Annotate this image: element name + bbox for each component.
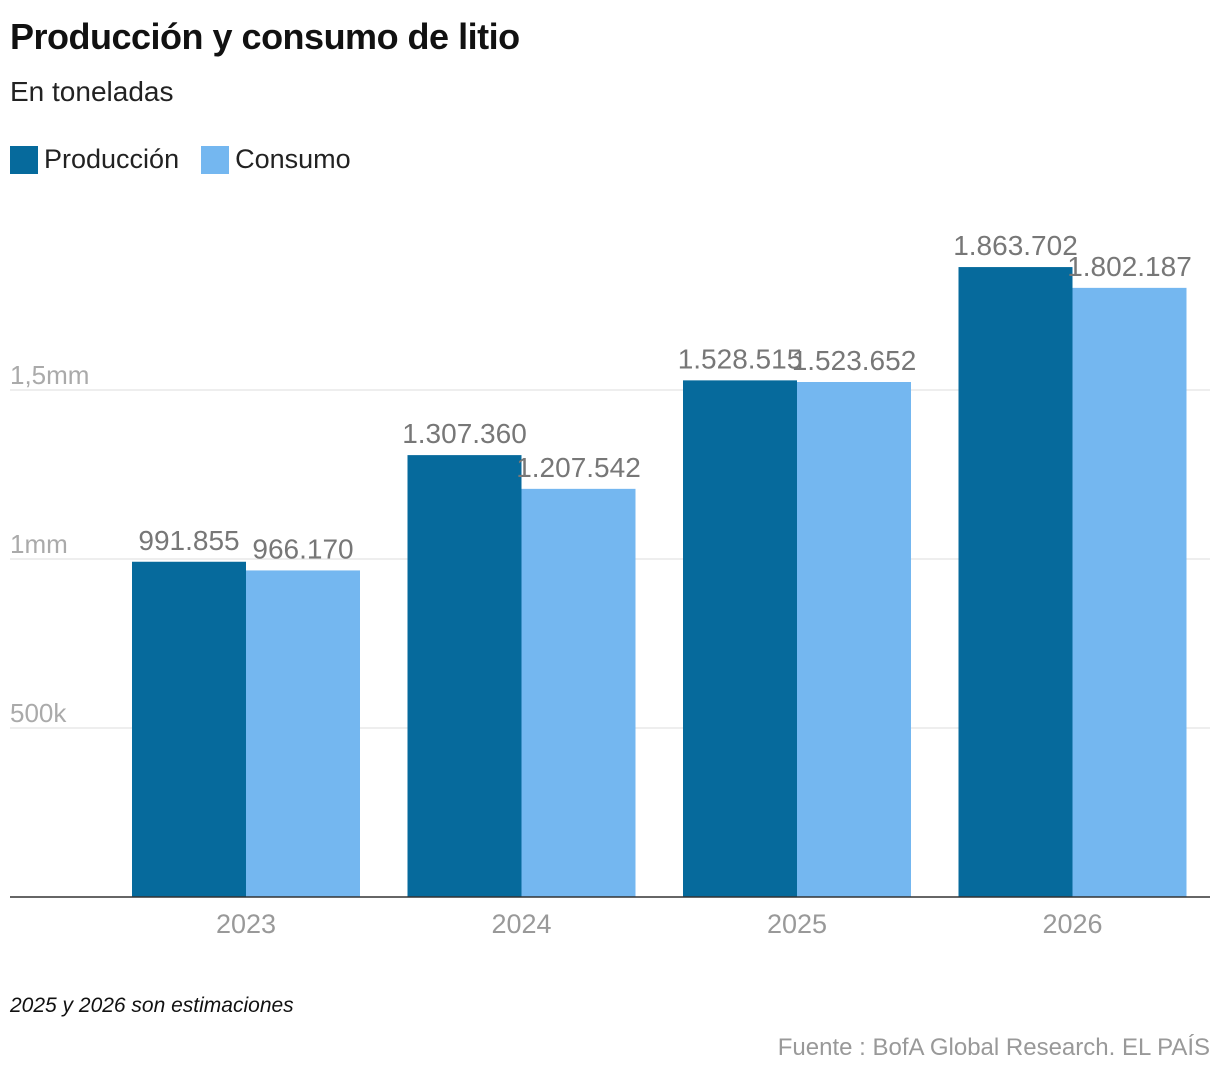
legend-item-produccion: Producción xyxy=(10,144,179,175)
x-tick-label: 2026 xyxy=(1042,909,1102,939)
legend-label: Producción xyxy=(44,144,180,174)
data-label: 1.307.360 xyxy=(402,418,527,449)
data-label: 1.802.187 xyxy=(1067,251,1192,282)
data-label: 1.528.515 xyxy=(678,343,803,374)
chart-title: Producción y consumo de litio xyxy=(10,16,520,57)
y-tick-label: 1,5mm xyxy=(10,360,89,390)
bar-consumo-2026 xyxy=(1072,287,1187,897)
bar-produccion-2026 xyxy=(958,267,1073,897)
x-tick-label: 2025 xyxy=(767,909,827,939)
bar-produccion-2023 xyxy=(132,561,246,897)
bar-consumo-2024 xyxy=(521,488,636,897)
source: Fuente : BofA Global Research. EL PAÍS xyxy=(777,1034,1210,1061)
legend-swatch xyxy=(10,145,38,174)
data-label: 1.863.702 xyxy=(953,230,1078,261)
data-label: 966.170 xyxy=(252,533,353,564)
y-tick-label: 1mm xyxy=(10,529,68,559)
bar-consumo-2023 xyxy=(246,570,360,897)
legend-swatch xyxy=(201,145,230,174)
data-label: 1.523.652 xyxy=(792,345,917,376)
bar-consumo-2025 xyxy=(797,382,911,897)
chart-subtitle: En toneladas xyxy=(10,76,174,107)
x-tick-label: 2024 xyxy=(491,909,551,939)
bar-produccion-2024 xyxy=(407,455,522,897)
x-tick-label: 2023 xyxy=(216,909,276,939)
footnote: 2025 y 2026 son estimaciones xyxy=(10,994,294,1017)
y-tick-label: 500k xyxy=(10,698,67,728)
legend-item-consumo: Consumo xyxy=(201,144,351,175)
data-label: 991.855 xyxy=(138,525,239,556)
data-label: 1.207.542 xyxy=(516,452,641,483)
legend: Producción Consumo xyxy=(10,144,373,175)
legend-label: Consumo xyxy=(235,144,351,174)
bar-produccion-2025 xyxy=(683,380,797,897)
